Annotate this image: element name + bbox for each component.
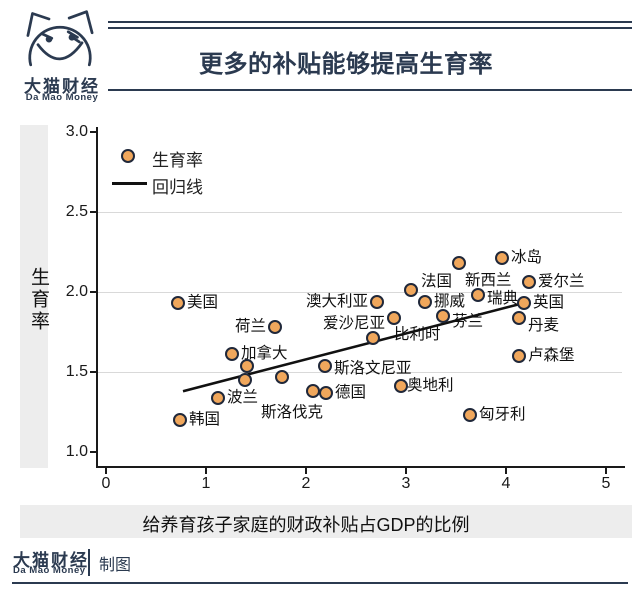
footer-logo-title: 大猫财经: [13, 551, 89, 570]
y-axis-tick: [90, 131, 97, 133]
data-point-label: 斯洛伐克: [261, 404, 324, 422]
x-axis-tick: [605, 468, 607, 474]
y-axis-line: [96, 127, 98, 468]
y-axis-tick-label: 3.0: [65, 123, 88, 140]
x-axis-tick-label: 0: [101, 475, 111, 492]
y-axis-tick: [90, 211, 97, 213]
y-axis-title-band: [20, 125, 48, 468]
x-axis-tick-label: 3: [401, 475, 411, 492]
data-point-dot-爱沙尼亚: [387, 310, 401, 325]
data-point-label: 挪威: [434, 292, 466, 310]
data-point-label: 韩国: [189, 411, 221, 428]
data-point-dot: [238, 373, 252, 387]
data-point-dot: [240, 358, 254, 373]
data-point-label: 冰岛: [511, 249, 543, 267]
data-point-label: 斯洛文尼亚: [334, 359, 412, 377]
data-point-label: 爱尔兰: [538, 273, 585, 291]
x-axis-tick: [405, 468, 407, 474]
footer-divider: [88, 549, 90, 576]
y-axis-tick: [90, 291, 97, 293]
data-point-dot-澳大利亚: [370, 294, 384, 309]
x-axis-tick: [205, 468, 207, 474]
data-point-label: 澳大利亚: [305, 292, 368, 310]
footer-logo-subtitle: Da Mao Money: [13, 565, 86, 576]
x-axis-tick-label: 4: [501, 475, 511, 492]
data-point-dot-美国: [171, 296, 185, 311]
gridline: [98, 292, 622, 293]
data-point-label: 丹麦: [528, 316, 560, 334]
x-axis-tick-label: 1: [201, 475, 211, 492]
data-point-label: 荷兰: [234, 318, 266, 336]
header-rule-single: [108, 89, 632, 91]
data-point-dot-斯洛文尼亚: [318, 358, 332, 373]
data-point-dot-瑞典: [471, 288, 485, 303]
data-point-dot-奥地利: [394, 379, 408, 394]
y-axis-tick-label: 1.0: [65, 443, 88, 460]
data-point-label: 加拿大: [241, 345, 288, 363]
data-point-label: 新西兰: [465, 272, 512, 290]
header-rule-double: [108, 21, 632, 29]
data-point-dot-斯洛伐克: [306, 384, 320, 399]
y-axis-tick: [90, 371, 97, 373]
x-axis-title-band: [20, 505, 632, 538]
data-point-dot-德国: [319, 385, 333, 400]
data-point-label: 芬兰: [452, 313, 484, 330]
x-axis-tick-label: 2: [301, 475, 311, 492]
data-point-label: 波兰: [227, 388, 259, 406]
data-point-label: 瑞典: [487, 290, 519, 308]
data-point-dot-英国: [517, 296, 531, 311]
x-axis-line: [96, 466, 625, 468]
data-point-dot-匈牙利: [463, 408, 477, 423]
data-point-label: 德国: [335, 383, 367, 401]
page-title: 更多的补贴能够提高生育率: [199, 52, 493, 78]
data-point-dot-芬兰: [436, 309, 450, 323]
footer-rule: [12, 582, 628, 584]
logo-subtitle: Da Mao Money: [25, 92, 99, 103]
cat-face-icon: [26, 10, 94, 67]
legend-point-marker-icon: [121, 149, 135, 163]
y-axis-tick-label: 1.5: [65, 363, 88, 380]
gridline: [98, 212, 622, 213]
legend-label-regression: 回归线: [152, 178, 203, 197]
data-point-dot-新西兰: [452, 256, 466, 271]
logo-title: 大猫财经: [24, 77, 100, 96]
data-point-dot: [275, 369, 289, 384]
data-point-dot-丹麦: [512, 310, 526, 325]
data-point-label: 法国: [421, 273, 453, 291]
legend-label-fertility: 生育率: [152, 151, 203, 170]
y-axis-tick-label: 2.5: [65, 203, 88, 220]
data-point-label: 爱沙尼亚: [322, 314, 385, 332]
x-axis-tick-label: 5: [601, 475, 611, 492]
data-point-dot-法国: [404, 283, 418, 298]
data-point-label: 匈牙利: [479, 406, 526, 424]
data-point-dot-加拿大: [225, 347, 239, 362]
data-point-dot-荷兰: [268, 320, 282, 335]
brand-logo: 大猫财经 Da Mao Money: [12, 6, 108, 106]
data-point-label: 比利时: [394, 326, 441, 344]
y-axis-title: 生育率: [28, 267, 49, 333]
data-point-dot-韩国: [173, 413, 187, 427]
data-point-label: 奥地利: [407, 377, 454, 395]
data-point-label: 英国: [533, 294, 565, 312]
x-axis-tick: [105, 468, 107, 474]
footer-credit: 制图: [99, 557, 132, 574]
x-axis-tick: [505, 468, 507, 474]
data-point-dot-冰岛: [495, 251, 509, 266]
x-axis-title: 给养育孩子家庭的财政补贴占GDP的比例: [142, 515, 470, 535]
data-point-label: 卢森堡: [528, 347, 575, 364]
data-point-dot-爱尔兰: [522, 275, 536, 290]
data-point-label: 美国: [187, 294, 219, 312]
data-point-dot-挪威: [418, 294, 432, 309]
y-axis-tick: [90, 451, 97, 453]
data-point-dot-比利时: [366, 331, 380, 346]
data-point-dot-波兰: [211, 390, 225, 405]
data-point-dot-卢森堡: [512, 349, 526, 363]
y-axis-tick-label: 2.0: [65, 283, 88, 300]
x-axis-tick: [305, 468, 307, 474]
legend-line-marker-icon: [112, 182, 147, 185]
